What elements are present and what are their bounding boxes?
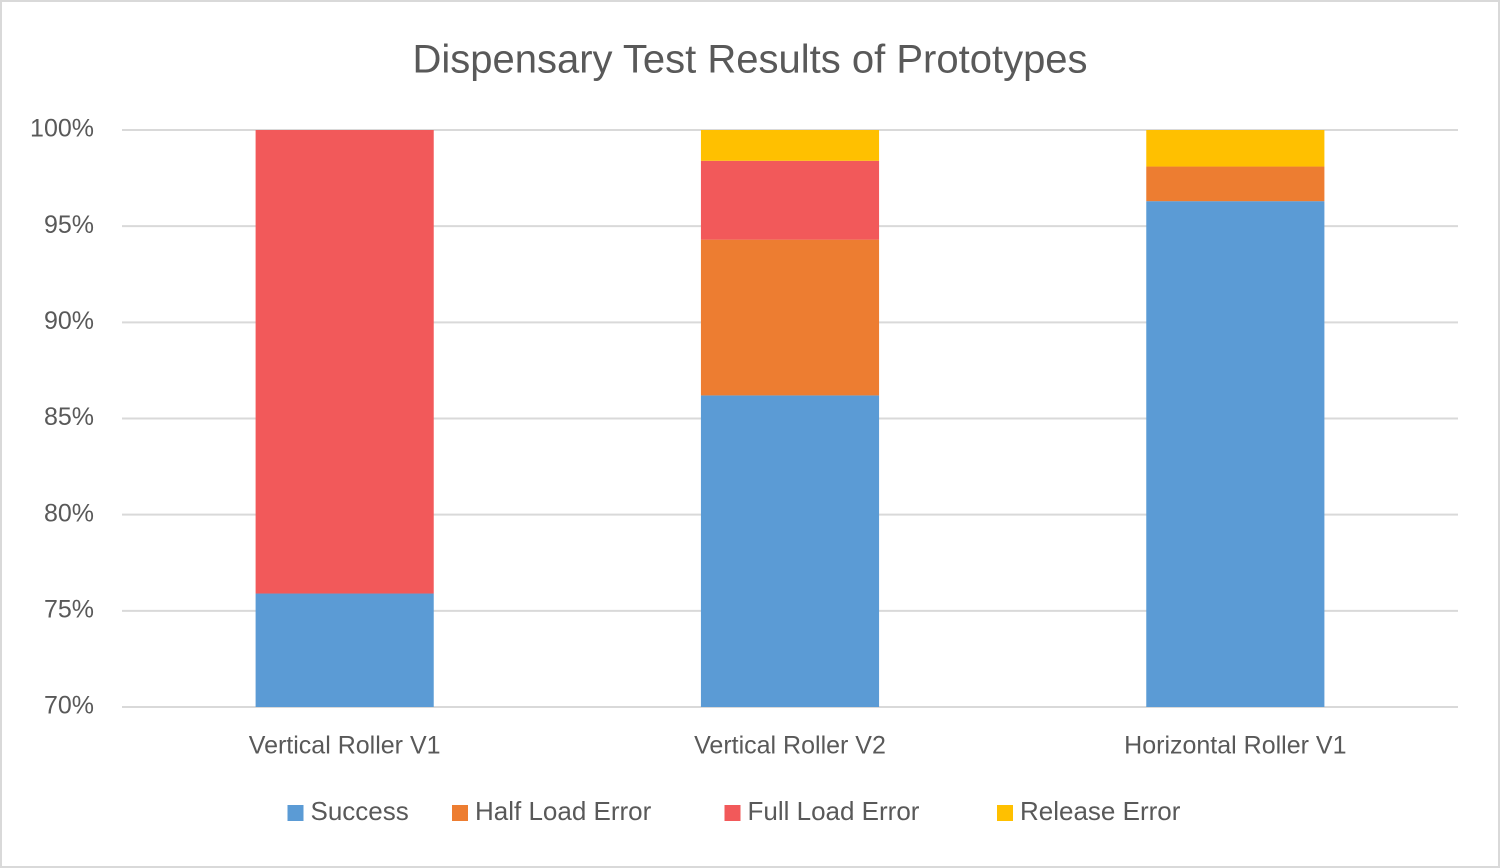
legend-label: Release Error	[1020, 796, 1181, 826]
y-tick-label: 100%	[30, 115, 94, 143]
legend-swatch	[997, 805, 1013, 821]
y-tick-label: 70%	[44, 692, 94, 720]
bar-segment	[1146, 201, 1325, 707]
x-tick-label: Horizontal Roller V1	[1124, 732, 1346, 760]
y-tick-label: 75%	[44, 595, 94, 623]
y-tick-label: 95%	[44, 211, 94, 239]
x-tick-label: Vertical Roller V2	[694, 732, 886, 760]
bar-segment	[700, 160, 880, 240]
bar-segment	[700, 239, 880, 396]
legend-swatch	[287, 805, 304, 821]
y-tick-label: 90%	[44, 307, 94, 335]
bar-segment	[255, 593, 434, 707]
legend-label: Success	[311, 796, 409, 826]
legend-label: Full Load Error	[748, 796, 920, 826]
bar-segment	[700, 395, 880, 707]
y-tick-label: 80%	[44, 499, 94, 527]
bar-segment	[700, 130, 880, 161]
chart-title: Dispensary Test Results of Prototypes	[412, 38, 1087, 82]
legend-swatch	[452, 805, 468, 821]
bar-segment	[1146, 130, 1325, 167]
legend-label: Half Load Error	[475, 796, 652, 826]
legend-swatch	[724, 805, 741, 821]
y-tick-label: 85%	[44, 403, 94, 431]
bar-segment	[1146, 166, 1325, 202]
bar-segment	[255, 130, 434, 594]
x-tick-label: Vertical Roller V1	[249, 732, 441, 760]
